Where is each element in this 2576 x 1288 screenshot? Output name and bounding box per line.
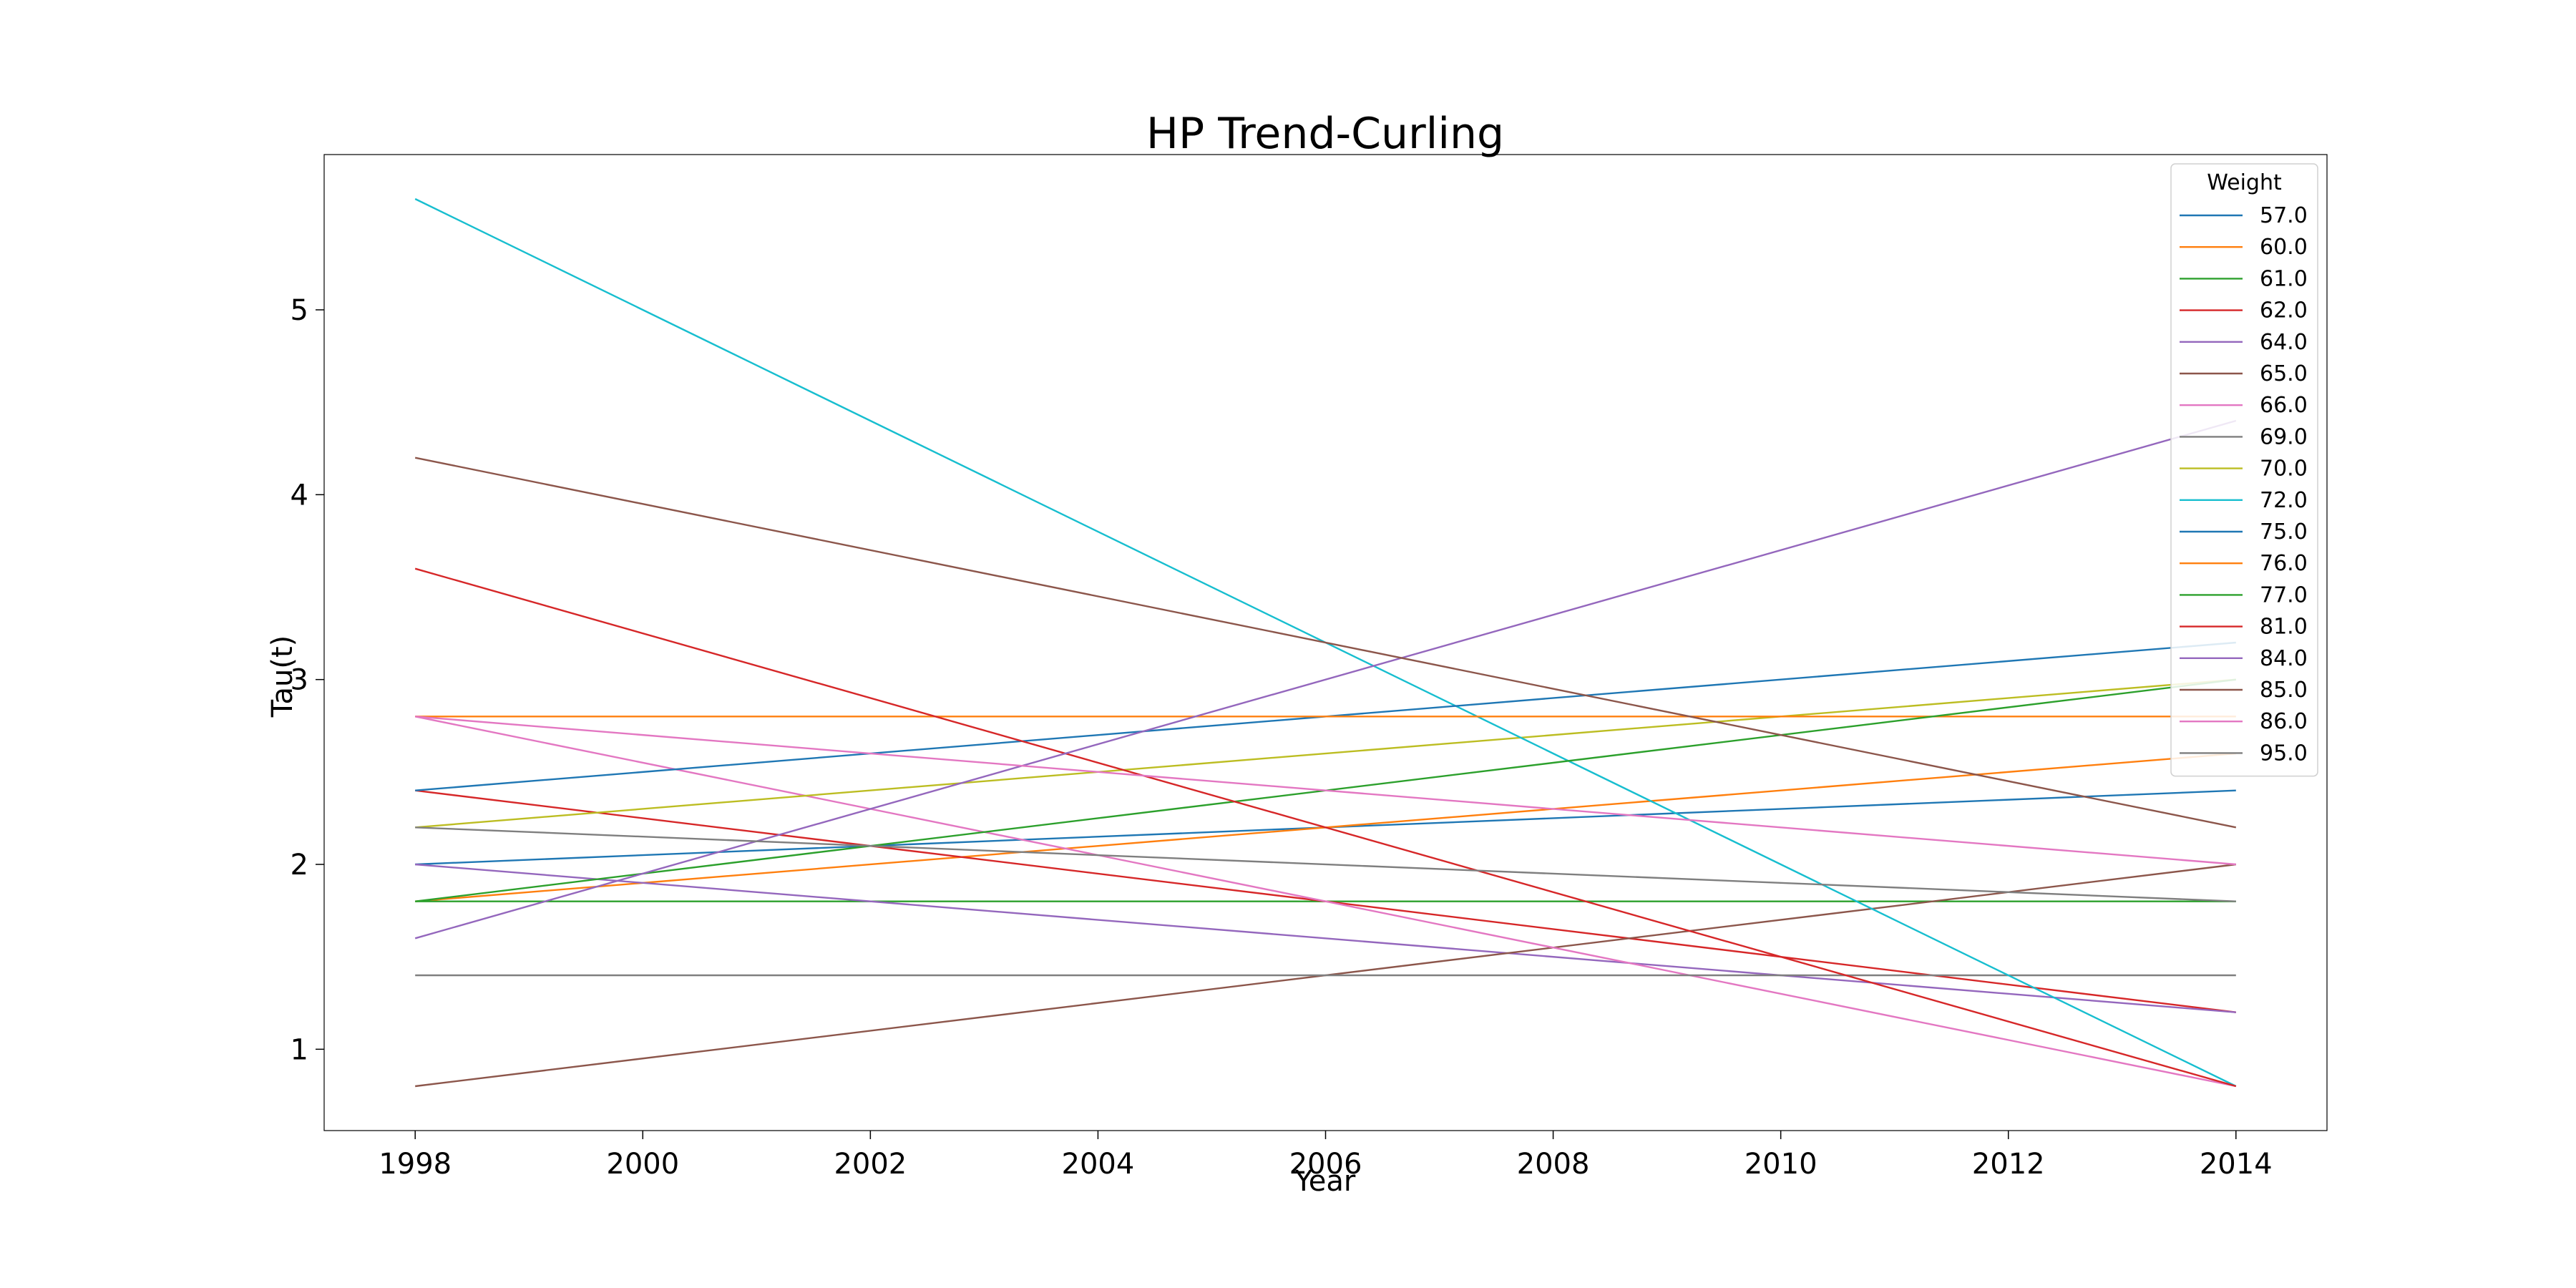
legend-entry-label: 65.0 xyxy=(2260,361,2308,386)
x-tick-label: 2000 xyxy=(606,1148,679,1181)
y-tick-label: 5 xyxy=(291,294,308,327)
x-tick-label: 2010 xyxy=(1745,1148,1818,1181)
legend-entry-label: 81.0 xyxy=(2260,615,2308,640)
series-line-85-0 xyxy=(414,457,2237,829)
series-line-64-0 xyxy=(415,863,2236,1013)
series-line-95-0 xyxy=(415,826,2236,902)
chart-title: HP Trend-Curling xyxy=(1146,109,1504,159)
legend-entry-label: 77.0 xyxy=(2260,582,2308,608)
legend-entry-label: 86.0 xyxy=(2260,709,2308,734)
y-axis: 1 2 3 4 5 xyxy=(291,294,324,1066)
series-line-84-0 xyxy=(414,419,2237,940)
legend-entry-label: 70.0 xyxy=(2260,457,2308,482)
x-tick-label: 2002 xyxy=(834,1148,907,1181)
legend-title: Weight xyxy=(2207,170,2282,195)
legend-entry-label: 95.0 xyxy=(2260,741,2308,766)
legend-entry-label: 75.0 xyxy=(2260,519,2308,545)
legend-entry-label: 60.0 xyxy=(2260,235,2308,260)
legend: Weight 57.0 60.0 61.0 62.0 64.0 65.0 66.0 69.0 70… xyxy=(2170,163,2318,777)
series-lines xyxy=(414,197,2237,1088)
legend-entry-label: 57.0 xyxy=(2260,203,2308,228)
y-tick-label: 1 xyxy=(291,1033,308,1066)
legend-entry-label: 66.0 xyxy=(2260,393,2308,418)
legend-entry-label: 84.0 xyxy=(2260,646,2308,671)
series-line-70-0 xyxy=(415,678,2236,829)
legend-entry-label: 62.0 xyxy=(2260,298,2308,323)
legend-entry-label: 61.0 xyxy=(2260,266,2308,291)
x-tick-label: 2014 xyxy=(2200,1148,2273,1181)
series-line-81-0 xyxy=(414,567,2237,1088)
y-tick-label: 3 xyxy=(291,664,308,697)
x-tick-label: 2008 xyxy=(1517,1148,1590,1181)
legend-entry-label: 64.0 xyxy=(2260,330,2308,355)
legend-entry-label: 72.0 xyxy=(2260,488,2308,513)
legend-box xyxy=(2170,163,2318,777)
x-axis-label: Year xyxy=(1294,1165,1356,1198)
legend-entry-label: 85.0 xyxy=(2260,678,2308,703)
x-tick-label: 1998 xyxy=(379,1148,452,1181)
x-tick-label: 2006 xyxy=(1289,1148,1362,1181)
x-axis: 1998 2000 2002 2004 2006 2008 2010 2012 2014 xyxy=(379,1131,2273,1181)
series-line-66-0 xyxy=(414,716,2237,1088)
legend-entry-label: 76.0 xyxy=(2260,551,2308,576)
y-axis-label: Tau(t) xyxy=(266,635,299,718)
series-line-86-0 xyxy=(415,716,2236,866)
x-tick-label: 2012 xyxy=(1972,1148,2045,1181)
legend-entry-label: 69.0 xyxy=(2260,424,2308,449)
y-tick-label: 2 xyxy=(291,849,308,882)
y-tick-label: 4 xyxy=(291,479,308,512)
x-tick-label: 2004 xyxy=(1062,1148,1135,1181)
